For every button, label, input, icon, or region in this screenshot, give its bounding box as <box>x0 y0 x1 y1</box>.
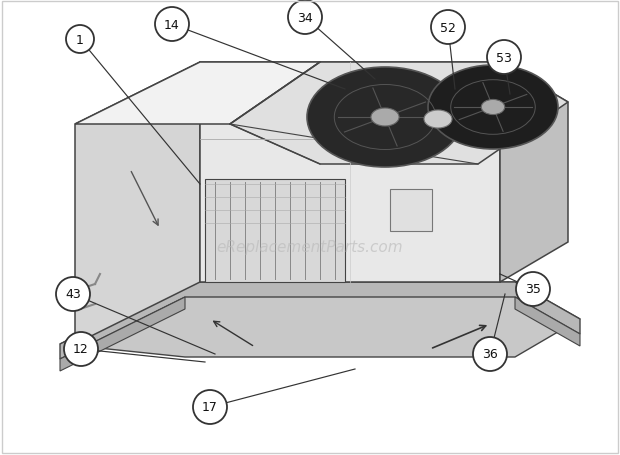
Text: 1: 1 <box>76 33 84 46</box>
Text: 52: 52 <box>440 21 456 35</box>
Circle shape <box>56 278 90 311</box>
Polygon shape <box>60 298 185 371</box>
Polygon shape <box>200 63 500 283</box>
Circle shape <box>473 337 507 371</box>
Ellipse shape <box>424 111 452 129</box>
Text: 35: 35 <box>525 283 541 296</box>
Circle shape <box>288 1 322 35</box>
Ellipse shape <box>371 109 399 127</box>
Text: eReplacementParts.com: eReplacementParts.com <box>216 240 404 255</box>
Polygon shape <box>500 63 568 283</box>
Ellipse shape <box>428 66 558 150</box>
Polygon shape <box>515 298 580 346</box>
Text: 36: 36 <box>482 348 498 361</box>
Ellipse shape <box>307 68 463 167</box>
Circle shape <box>66 26 94 54</box>
Circle shape <box>487 41 521 75</box>
Polygon shape <box>230 63 568 165</box>
Text: 53: 53 <box>496 51 512 64</box>
Circle shape <box>516 273 550 306</box>
Text: 34: 34 <box>297 11 313 25</box>
Circle shape <box>64 332 98 366</box>
Text: 17: 17 <box>202 400 218 414</box>
Polygon shape <box>60 283 580 357</box>
Text: 43: 43 <box>65 288 81 301</box>
Polygon shape <box>205 180 345 283</box>
Polygon shape <box>60 283 580 359</box>
Polygon shape <box>75 63 200 344</box>
Circle shape <box>155 8 189 42</box>
Text: 12: 12 <box>73 343 89 356</box>
Text: 14: 14 <box>164 19 180 31</box>
Circle shape <box>431 11 465 45</box>
Polygon shape <box>390 190 432 232</box>
Ellipse shape <box>481 100 505 115</box>
Circle shape <box>193 390 227 424</box>
Polygon shape <box>75 63 320 125</box>
